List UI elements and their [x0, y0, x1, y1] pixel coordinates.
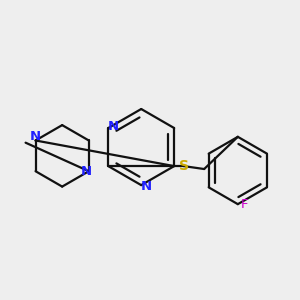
Text: N: N — [108, 120, 119, 133]
Text: N: N — [141, 180, 152, 193]
Text: N: N — [81, 165, 92, 178]
Text: N: N — [30, 130, 41, 142]
Text: S: S — [179, 159, 189, 173]
Text: F: F — [241, 198, 248, 211]
